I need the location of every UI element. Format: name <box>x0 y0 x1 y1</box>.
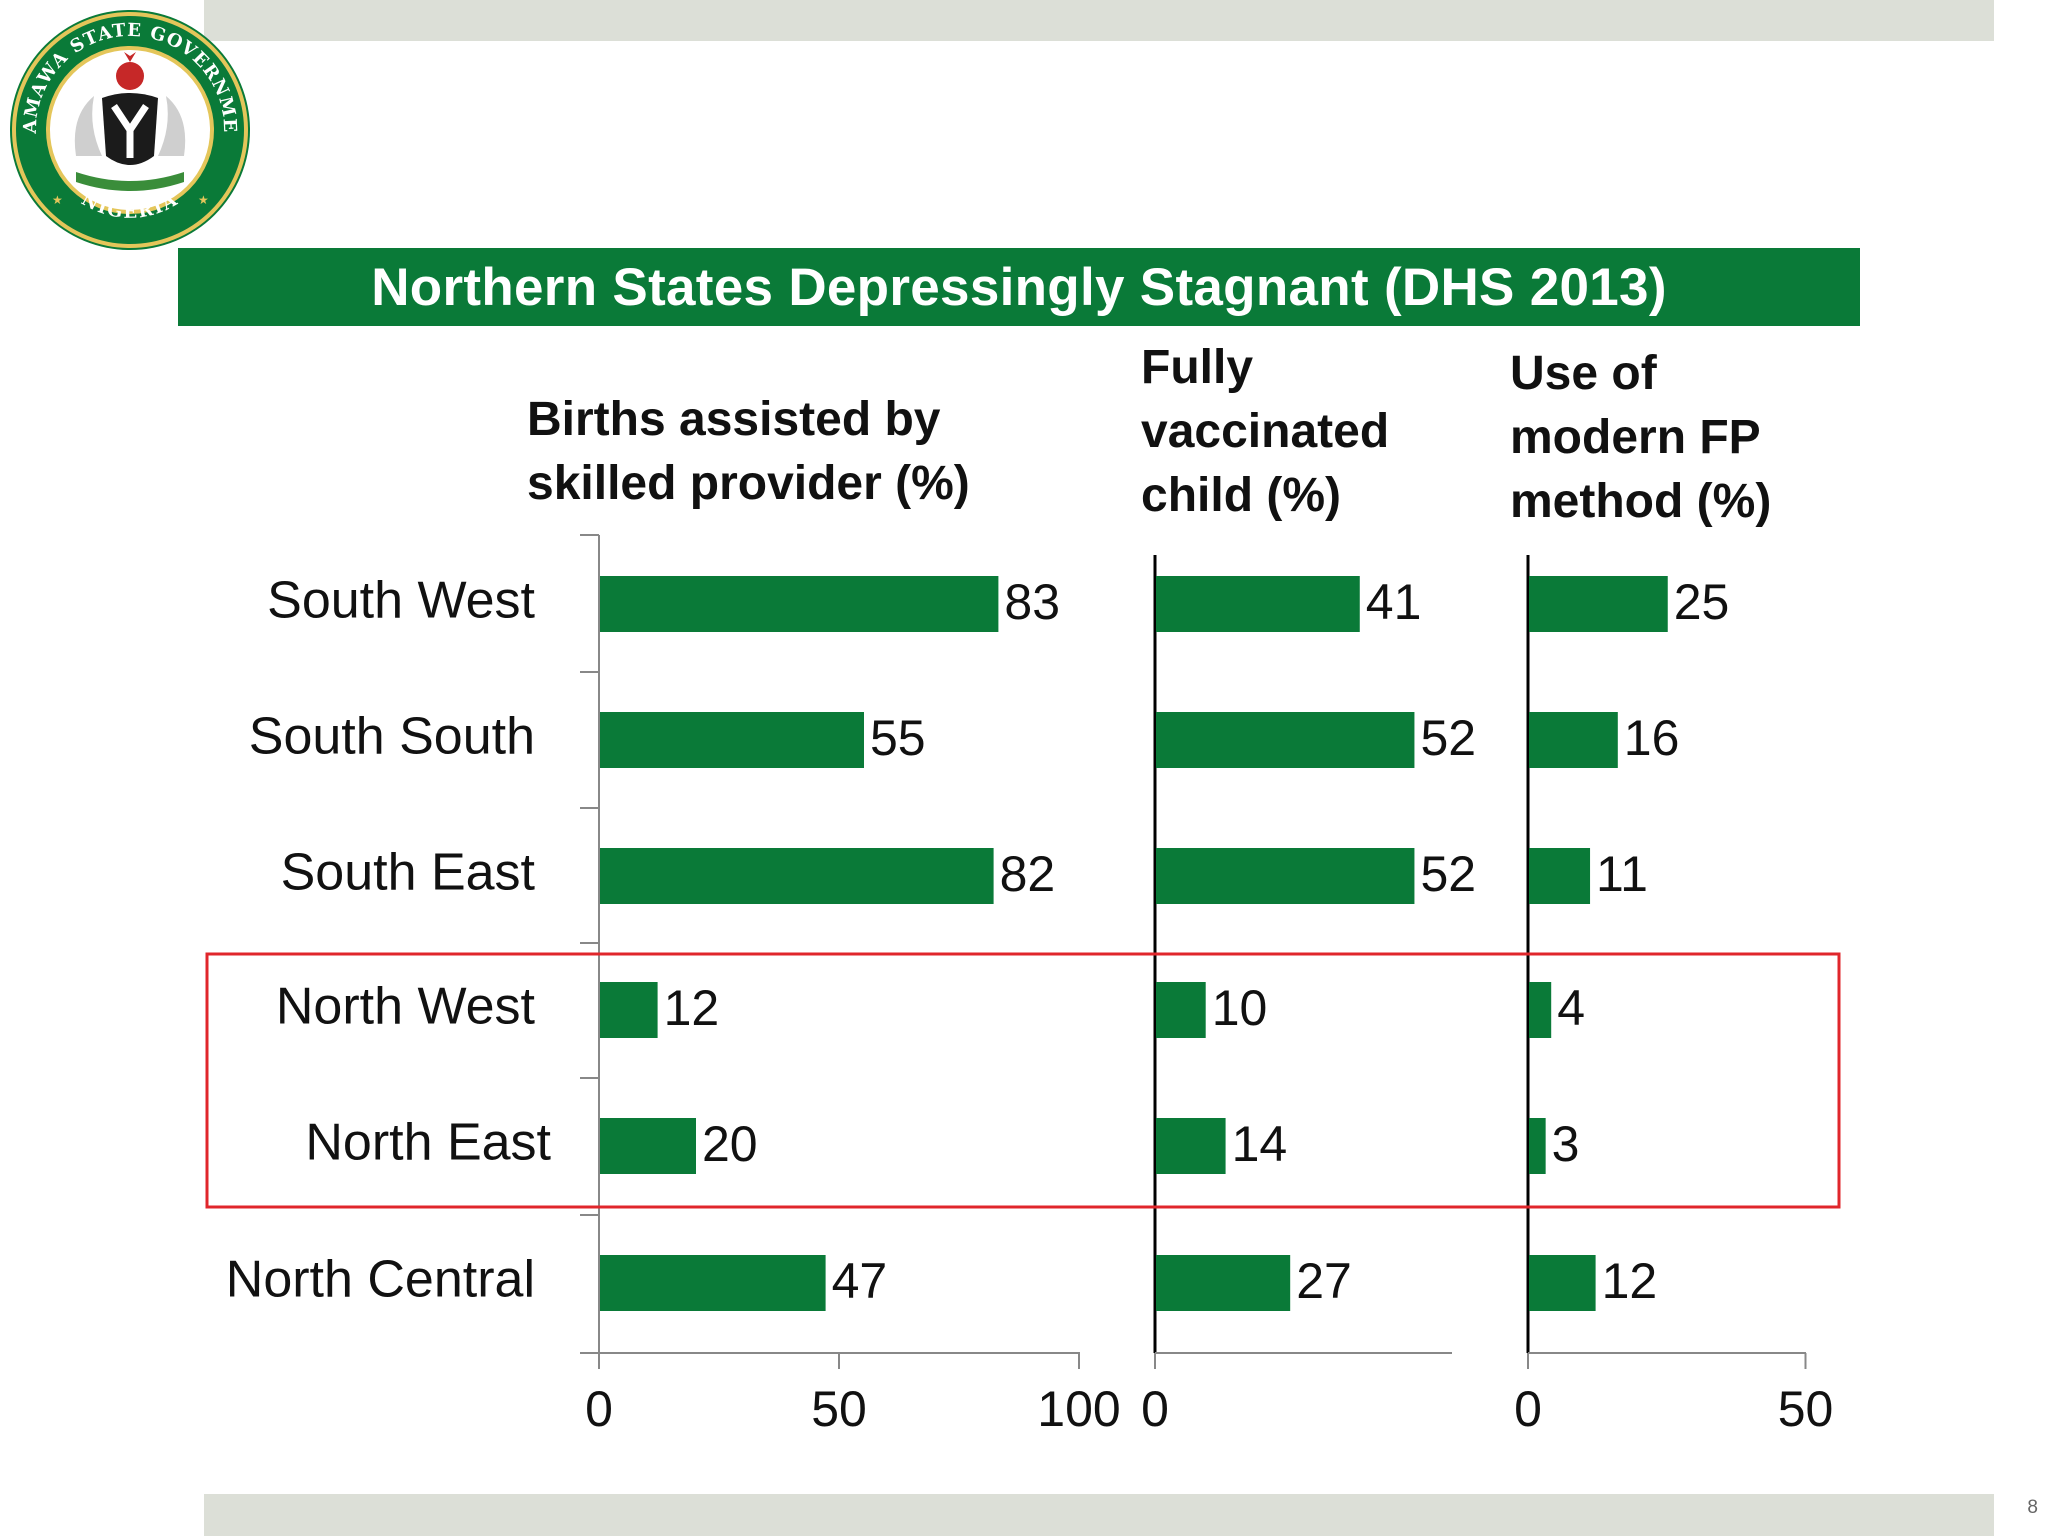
top-band <box>204 0 1994 41</box>
panel-2-bar <box>1529 712 1618 768</box>
panel-0-bar <box>600 1118 696 1174</box>
category-label: South West <box>267 572 535 630</box>
panel-0-value-label: 83 <box>1004 574 1060 630</box>
panel-2-value-label: 25 <box>1674 574 1730 630</box>
panel-1-value-label: 14 <box>1232 1116 1288 1172</box>
panel-header-vaccinated: Fully vaccinated child (%) <box>1141 341 1390 522</box>
panel-2-value-label: 11 <box>1596 846 1648 902</box>
panel-1-value-label: 27 <box>1296 1253 1352 1309</box>
panel-0-value-label: 55 <box>870 710 926 766</box>
panel-1-bar <box>1156 1118 1226 1174</box>
panel-0-bar <box>600 712 864 768</box>
category-label: South South <box>249 708 535 766</box>
panel-0-bar <box>600 848 994 904</box>
panel-0-x-tick-label: 0 <box>585 1381 613 1437</box>
panel-1-x-tick-label: 0 <box>1141 1381 1169 1437</box>
page-number: 8 <box>2027 1497 2038 1518</box>
panel-2-bar <box>1529 1255 1596 1311</box>
panel-1-bar <box>1156 848 1415 904</box>
panel-1-value-label: 52 <box>1420 846 1476 902</box>
panel-0-x-tick-label: 100 <box>1037 1381 1120 1437</box>
panel-1-bar <box>1156 982 1206 1038</box>
panel-0-value-label: 20 <box>702 1116 758 1172</box>
highlight-box <box>205 952 1841 1209</box>
category-label: North Central <box>226 1251 535 1309</box>
panel-0-bar <box>600 1255 826 1311</box>
panel-2-x-tick-label: 0 <box>1514 1381 1542 1437</box>
panel-0-bar <box>600 576 999 632</box>
panel-0-value-label: 12 <box>664 980 720 1036</box>
svg-text:★: ★ <box>52 193 63 207</box>
slide-title: Northern States Depressingly Stagnant (D… <box>178 248 1860 326</box>
panel-2-bar <box>1529 576 1668 632</box>
category-label: North East <box>305 1114 551 1172</box>
panel-1-value-label: 52 <box>1420 710 1476 766</box>
panel-1-bar <box>1156 576 1360 632</box>
panel-2-value-label: 16 <box>1624 710 1680 766</box>
category-label: South East <box>281 844 536 902</box>
bottom-band <box>204 1494 1994 1536</box>
panel-0-x-tick-label: 50 <box>811 1381 867 1437</box>
panel-2-value-label: 4 <box>1557 980 1585 1036</box>
panel-2-x-tick-label: 50 <box>1778 1381 1834 1437</box>
panel-2-value-label: 3 <box>1552 1116 1580 1172</box>
panel-1-bar <box>1156 712 1415 768</box>
panel-1-value-label: 10 <box>1212 980 1268 1036</box>
state-seal-logo: ADAMAWA STATE GOVERNMENT NIGERIA ★ ★ <box>6 6 250 250</box>
panel-header-fp-method: Use of modern FP method (%) <box>1510 347 1772 528</box>
panel-0-value-label: 47 <box>832 1253 888 1309</box>
panel-2-bar <box>1529 1118 1546 1174</box>
panel-0-value-label: 82 <box>1000 846 1056 902</box>
svg-text:★: ★ <box>198 193 209 207</box>
panel-2-bar <box>1529 848 1591 904</box>
panel-1-value-label: 41 <box>1366 574 1422 630</box>
category-label: North West <box>276 978 536 1036</box>
panel-2-bar <box>1529 982 1552 1038</box>
panel-0-bar <box>600 982 658 1038</box>
panel-2-value-label: 12 <box>1602 1253 1658 1309</box>
panel-header-births: Births assisted by skilled provider (%) <box>527 393 970 510</box>
panel-1-bar <box>1156 1255 1291 1311</box>
